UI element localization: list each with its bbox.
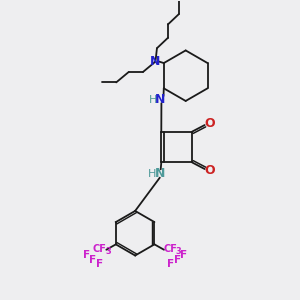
Text: F: F <box>89 255 97 265</box>
Text: F: F <box>83 250 91 260</box>
Text: N: N <box>150 55 161 68</box>
Text: O: O <box>204 164 215 177</box>
Text: O: O <box>204 117 215 130</box>
Text: F: F <box>174 255 181 265</box>
Text: N: N <box>155 93 165 106</box>
Text: H: H <box>148 169 157 179</box>
Text: N: N <box>155 167 166 180</box>
Text: F: F <box>96 259 103 269</box>
Text: 3: 3 <box>105 247 111 256</box>
Text: CF: CF <box>164 244 177 254</box>
Text: CF: CF <box>93 244 107 254</box>
Text: H: H <box>148 94 157 105</box>
Text: 3: 3 <box>176 247 182 256</box>
Text: F: F <box>167 259 174 269</box>
Text: F: F <box>180 250 187 260</box>
